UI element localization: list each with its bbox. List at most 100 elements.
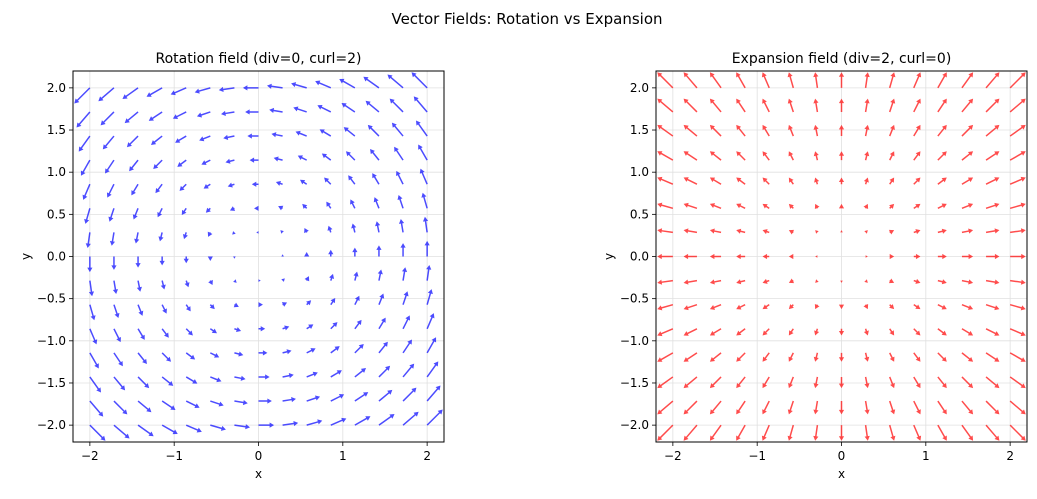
quiver-arrow [788,352,794,362]
quiver-arrow [233,256,236,259]
x-tick-label: −2 [81,449,99,463]
quiver-arrow [402,315,411,330]
quiver-arrow [838,151,845,161]
quiver-arrow [736,177,746,185]
quiver-arrow [985,202,1000,210]
quiver-arrow [282,396,296,403]
quiver-arrow [372,173,380,185]
quiver-arrow [985,151,1000,161]
quiver-arrow [330,346,340,354]
quiver-arrow [683,400,698,415]
axes-title: Expansion field (div=2, curl=0) [732,51,952,67]
quiver-arrow [889,328,895,336]
quiver-arrow [788,203,794,209]
quiver-arrow [657,202,674,210]
y-tick-label: −0.5 [620,292,649,306]
quiver-arrow [736,72,746,89]
quiver-arrow [709,352,722,362]
quiver-arrow [306,324,314,330]
y-tick-label: 2.0 [47,81,66,95]
quiver-arrow [762,124,770,137]
y-tick-label: 0.5 [630,207,649,221]
quiver-arrow [258,279,261,282]
quiver-arrow [937,124,947,137]
quiver-arrow [148,111,163,121]
quiver-arrow [913,253,921,260]
quiver-arrow [266,83,283,89]
quiver-arrow [129,159,139,172]
quiver-arrow [424,240,430,257]
quiver-arrow [937,203,947,209]
quiver-arrow [87,256,93,273]
quiver-arrow [232,231,236,235]
quiver-arrow [815,255,818,258]
quiver-arrow [889,177,895,185]
quiver-arrow [864,151,870,161]
quiver-arrow [208,279,213,286]
quiver-arrow [1009,98,1026,113]
quiver-arrow [295,130,307,137]
quiver-arrow [985,177,1000,185]
quiver-arrow [282,325,290,331]
quiver-arrow [736,376,746,389]
quiver-arrow [787,400,795,415]
quiver-arrow [400,243,406,257]
quiver-arrow [913,328,921,336]
quiver-arrow [113,352,123,367]
quiver-arrow [159,256,165,266]
quiver-arrow [838,177,845,185]
quiver-arrow [146,87,163,97]
quiver-arrow [88,280,95,297]
quiver-arrow [657,176,674,185]
quiver-arrow [814,203,820,210]
quiver-arrow [234,375,246,381]
quiver-arrow [838,72,845,88]
quiver-arrow [281,278,285,282]
quiver-arrow [814,303,820,310]
quiver-arrow [985,424,1000,441]
quiver-arrow [363,76,380,89]
quiver-arrow [889,352,895,362]
quiver-arrow [657,253,673,260]
quiver-arrow [815,279,819,283]
quiver-arrow [137,400,152,413]
quiver-arrow [888,124,895,137]
quiver-arrow [864,352,870,362]
quiver-arrow [961,400,974,415]
quiver-arrow [788,328,794,336]
quiver-arrow [281,302,288,307]
quiver-arrow [136,280,142,292]
quiver-arrow [788,177,794,185]
quiver-arrow [196,111,211,118]
quiver-arrow [961,72,974,89]
quiver-arrow [709,124,722,137]
quiver-arrow [657,303,674,311]
quiver-arrow [709,328,722,336]
y-tick-label: −1.5 [37,376,66,390]
quiver-arrow [100,111,115,126]
quiver-arrow [683,424,698,441]
quiver-arrow [394,146,404,161]
quiver-arrow [961,124,974,137]
quiver-arrow [247,133,259,139]
quiver-arrow [207,231,213,237]
quiver-arrow [402,363,415,378]
quiver-arrows [657,72,1026,441]
quiver-arrow [657,228,673,234]
quiver-arrow [233,302,239,308]
quiver-arrow [937,304,947,310]
y-tick-label: 0.5 [47,207,66,221]
quiver-arrow [788,229,795,235]
quiver-arrow [838,352,845,362]
quiver-arrow [864,400,870,415]
quiver-arrow [657,400,674,415]
quiver-arrow [401,267,408,281]
quiver-arrow [657,279,673,285]
quiver-arrow [306,419,323,426]
quiver-arrow [709,279,722,285]
quiver-arrow [863,177,869,185]
quiver-arrow [397,194,404,209]
quiver-arrow [937,72,947,89]
y-tick-label: 0.0 [630,250,649,264]
quiver-arrow [326,201,332,209]
